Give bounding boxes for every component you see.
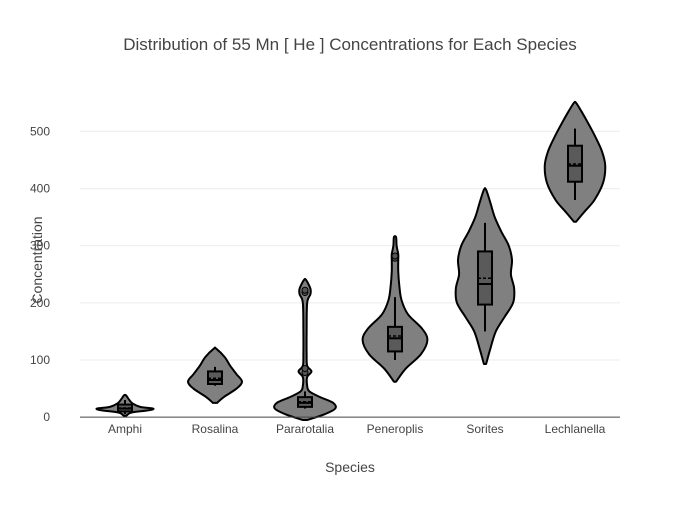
x-tick-label: Sorites <box>466 422 503 436</box>
y-tick-label: 500 <box>30 124 50 138</box>
x-tick-label: Lechlanella <box>545 422 606 436</box>
violin-body <box>273 277 337 421</box>
y-tick-label: 0 <box>43 410 50 424</box>
x-tick-label: Amphi <box>108 422 142 436</box>
axes: 0 100 200 300 400 500 Amphi Rosalina Pararotalia… <box>30 124 620 436</box>
violin-lechlanella <box>543 100 607 223</box>
y-tick-label: 300 <box>30 239 50 253</box>
outlier-point <box>301 286 309 294</box>
y-tick-label: 400 <box>30 182 50 196</box>
outlier-point <box>301 365 309 373</box>
x-tick-label: Peneroplis <box>367 422 424 436</box>
violin-sorites <box>454 187 516 365</box>
gridlines <box>80 130 620 361</box>
chart-title: Distribution of 55 Mn [ He ] Concentrati… <box>123 35 577 54</box>
y-tick-label: 100 <box>30 353 50 367</box>
x-tick-label: Pararotalia <box>276 422 334 436</box>
violins <box>95 100 607 421</box>
violin-pararotalia <box>273 277 337 421</box>
x-axis-title: Species <box>325 459 375 475</box>
y-tick-label: 200 <box>30 296 50 310</box>
violin-rosalina <box>187 346 243 404</box>
violin-amphi <box>95 393 155 417</box>
violin-peneroplis <box>361 235 429 383</box>
x-tick-label: Rosalina <box>192 422 239 436</box>
outlier-point <box>391 252 399 260</box>
y-axis-title: Concentration <box>29 216 45 303</box>
